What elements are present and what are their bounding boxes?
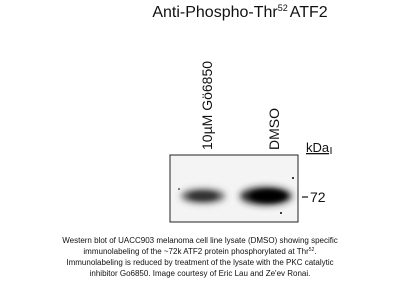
caption: Western blot of UACC903 melanoma cell li…	[62, 236, 338, 278]
lane-label: 10µM Gö6850	[199, 61, 215, 150]
title-suffix: ATF2	[290, 4, 328, 21]
band-core	[250, 190, 286, 202]
speck	[178, 188, 180, 190]
title-text: Anti-Phospho-Thr	[152, 4, 278, 21]
caption-line: Western blot of UACC903 melanoma cell li…	[62, 236, 338, 245]
caption-text: .	[314, 247, 316, 256]
marker-label: 72	[310, 189, 326, 205]
caption-line: Immunolabeling is reduced by treatment o…	[66, 258, 333, 267]
caption-line: immunolabeling of the ~72k ATF2 protein …	[83, 247, 316, 256]
speck	[292, 177, 294, 179]
title: Anti-Phospho-Thr52 ATF2	[152, 3, 327, 21]
caption-line: inhibitor Go6850. Image courtesy of Eric…	[90, 269, 311, 278]
speck	[280, 212, 282, 214]
marker-unit: kDa	[306, 140, 330, 155]
caption-text: immunolabeling of the ~72k ATF2 protein …	[83, 247, 309, 256]
band-core	[189, 192, 217, 200]
caption-superscript: 52	[309, 247, 315, 253]
title-superscript: 52	[278, 3, 288, 13]
lane-label: DMSO	[266, 108, 282, 150]
